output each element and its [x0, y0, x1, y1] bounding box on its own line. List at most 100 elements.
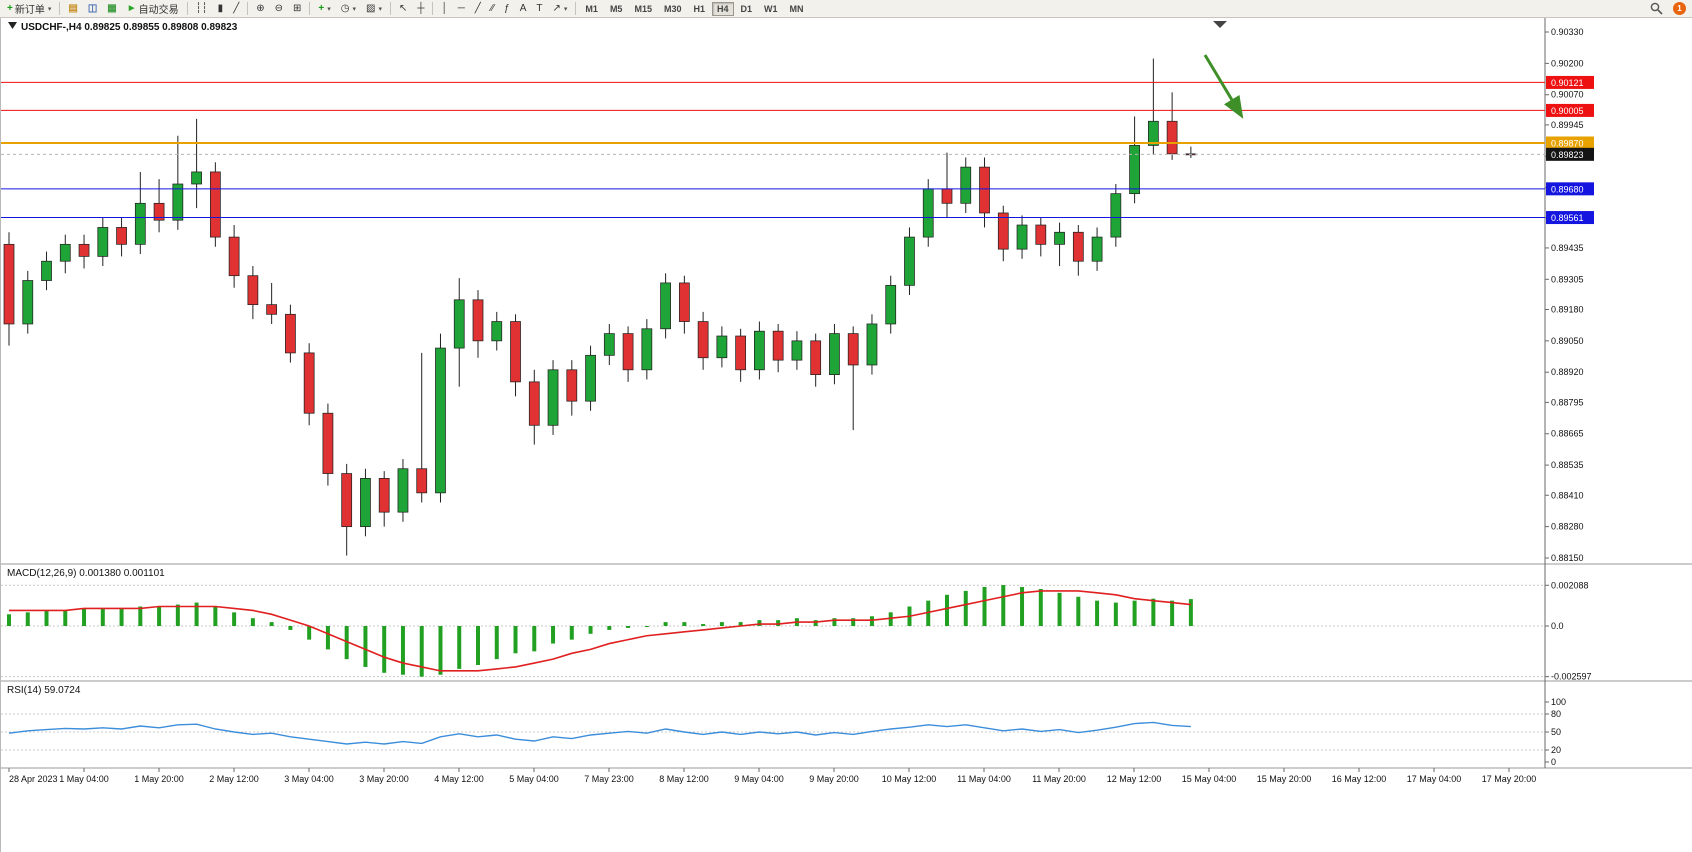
tile-windows-button[interactable]: ⊞	[289, 0, 305, 18]
macd-histogram-bar	[438, 626, 443, 675]
price-axis-label: 0.89305	[1551, 274, 1584, 284]
toolbar-separator	[389, 2, 391, 15]
search-icon[interactable]	[1650, 2, 1663, 15]
annotation-arrow[interactable]	[1203, 54, 1244, 119]
price-axis-label: 0.88920	[1551, 367, 1584, 377]
candle-body	[22, 280, 34, 325]
data-window-button[interactable]: ▦	[103, 0, 120, 18]
price-axis-label: 0.89180	[1551, 304, 1584, 314]
macd-histogram-bar	[945, 594, 949, 626]
templates-button[interactable]: ▨ ▾	[362, 0, 386, 18]
candle-body	[678, 282, 690, 322]
bar-chart-button[interactable]: ┆┆	[192, 0, 212, 18]
timeframe-h4-button[interactable]: H4	[712, 1, 734, 16]
price-axis-label: 0.89945	[1551, 120, 1584, 130]
macd-axis-label: 0.002088	[1551, 580, 1589, 590]
zoom-in-button[interactable]: ⊕	[252, 0, 268, 18]
notification-badge[interactable]: 1	[1673, 2, 1686, 15]
toolbar-separator	[309, 2, 311, 15]
macd-histogram-bar	[138, 606, 143, 626]
macd-histogram-bar	[82, 608, 87, 626]
macd-histogram-bar	[757, 620, 762, 626]
candle-body	[528, 381, 540, 426]
timeframe-mn-button[interactable]: MN	[789, 3, 804, 14]
macd-histogram-bar	[232, 612, 237, 626]
candle-body	[397, 468, 409, 513]
vertical-line-icon: │	[441, 2, 448, 14]
candle-body	[979, 166, 990, 214]
text-label-icon: T	[536, 2, 543, 14]
candle-body	[172, 183, 184, 221]
price-axis-label: 0.89050	[1551, 336, 1584, 346]
macd-histogram-bar	[288, 626, 293, 630]
price-tag-label: 0.89680	[1551, 184, 1584, 194]
price-axis-label: 0.90330	[1551, 27, 1584, 37]
time-axis-label: 9 May 04:00	[734, 774, 784, 784]
timeframe-w1-button[interactable]: W1	[764, 3, 778, 14]
macd-histogram-bar	[25, 612, 30, 626]
autotrading-button[interactable]: ► 自动交易	[123, 0, 183, 18]
trendline-icon: ╱	[474, 2, 481, 14]
trendline-button[interactable]: ╱	[471, 0, 485, 18]
chart-shift-marker-icon[interactable]	[1213, 21, 1227, 28]
time-axis-label: 17 May 20:00	[1482, 774, 1537, 784]
toolbar: + 新订单 ▾ ▤ ◫ ▦ ► 自动交易 ┆┆ ▮ ╱ ⊕ ⊖ ⊞ + ▾ ◷ ▾ ▨ ▾ ↖ ┼ │ ─ ╱ ∕∕ ƒ A T ↗ ▾ M1…	[0, 0, 1692, 18]
crosshair-button[interactable]: ┼	[413, 0, 428, 18]
equidistant-channel-icon: ∕∕	[490, 2, 495, 14]
price-tag	[1546, 136, 1594, 150]
macd-histogram-bar	[1038, 588, 1043, 626]
vertical-line-button[interactable]: │	[437, 0, 451, 18]
macd-axis-label: -0.002597	[1551, 672, 1592, 682]
chart-title-ohlc: USDCHF-,H4 0.89825 0.89855 0.89808 0.898…	[21, 22, 238, 33]
candle-body	[1110, 193, 1122, 238]
new-order-icon: +	[7, 2, 13, 14]
time-axis-label: 5 May 04:00	[509, 774, 559, 784]
bid-price-tag-label: 0.89823	[1551, 150, 1584, 160]
timeframe-h1-button[interactable]: H1	[693, 3, 705, 14]
price-axis-label: 0.90200	[1551, 58, 1584, 68]
macd-histogram-bar	[194, 602, 199, 626]
fibonacci-button[interactable]: ƒ	[500, 0, 514, 18]
line-chart-button[interactable]: ╱	[229, 0, 243, 18]
macd-histogram-bar	[832, 618, 837, 626]
timeframe-m1-button[interactable]: M1	[585, 3, 598, 14]
candle-body	[641, 328, 653, 371]
candle-body	[772, 330, 784, 361]
equidistant-channel-button[interactable]: ∕∕	[487, 0, 498, 18]
indicators-button[interactable]: + ▾	[314, 0, 334, 18]
candle-body	[303, 352, 315, 414]
timeframe-d1-button[interactable]: D1	[740, 3, 753, 14]
candle-body	[1035, 224, 1047, 245]
candlestick-chart-icon: ▮	[217, 2, 224, 14]
timeframe-m30-button[interactable]: M30	[663, 3, 682, 14]
profiles-icon: ◫	[87, 2, 98, 14]
candle-body	[941, 188, 953, 204]
zoom-out-button[interactable]: ⊖	[271, 0, 287, 18]
cursor-button[interactable]: ↖	[395, 0, 411, 18]
text-button[interactable]: A	[516, 0, 531, 18]
candle-body	[416, 468, 428, 494]
chart-menu-dropdown-icon[interactable]	[8, 22, 17, 29]
charts-button[interactable]: ▤	[64, 0, 81, 18]
periods-button[interactable]: ◷ ▾	[337, 0, 360, 18]
candle-body	[585, 354, 596, 402]
rsi-axis-label: 50	[1551, 727, 1561, 737]
profiles-button[interactable]: ◫	[84, 0, 101, 18]
chart-area[interactable]: USDCHF-,H4 0.89825 0.89855 0.89808 0.898…	[0, 18, 1692, 852]
time-axis-label: 7 May 23:00	[584, 774, 634, 784]
candlestick-chart-button[interactable]: ▮	[214, 0, 228, 18]
new-order-button[interactable]: + 新订单 ▾	[3, 0, 55, 18]
timeframe-m15-button[interactable]: M15	[634, 3, 652, 14]
macd-histogram-bar	[588, 626, 593, 634]
time-axis-label: 17 May 04:00	[1407, 774, 1462, 784]
timeframe-m5-button[interactable]: M5	[609, 3, 623, 14]
arrows-button[interactable]: ↗ ▾	[549, 0, 572, 18]
text-label-button[interactable]: T	[532, 0, 546, 18]
macd-signal-line	[9, 590, 1191, 672]
horizontal-line-button[interactable]: ─	[454, 0, 469, 18]
candle-body	[960, 166, 972, 204]
time-axis-label: 1 May 04:00	[59, 774, 109, 784]
bid-price-tag	[1546, 147, 1594, 161]
rsi-axis-label: 80	[1551, 709, 1561, 719]
candle-body	[510, 321, 521, 383]
